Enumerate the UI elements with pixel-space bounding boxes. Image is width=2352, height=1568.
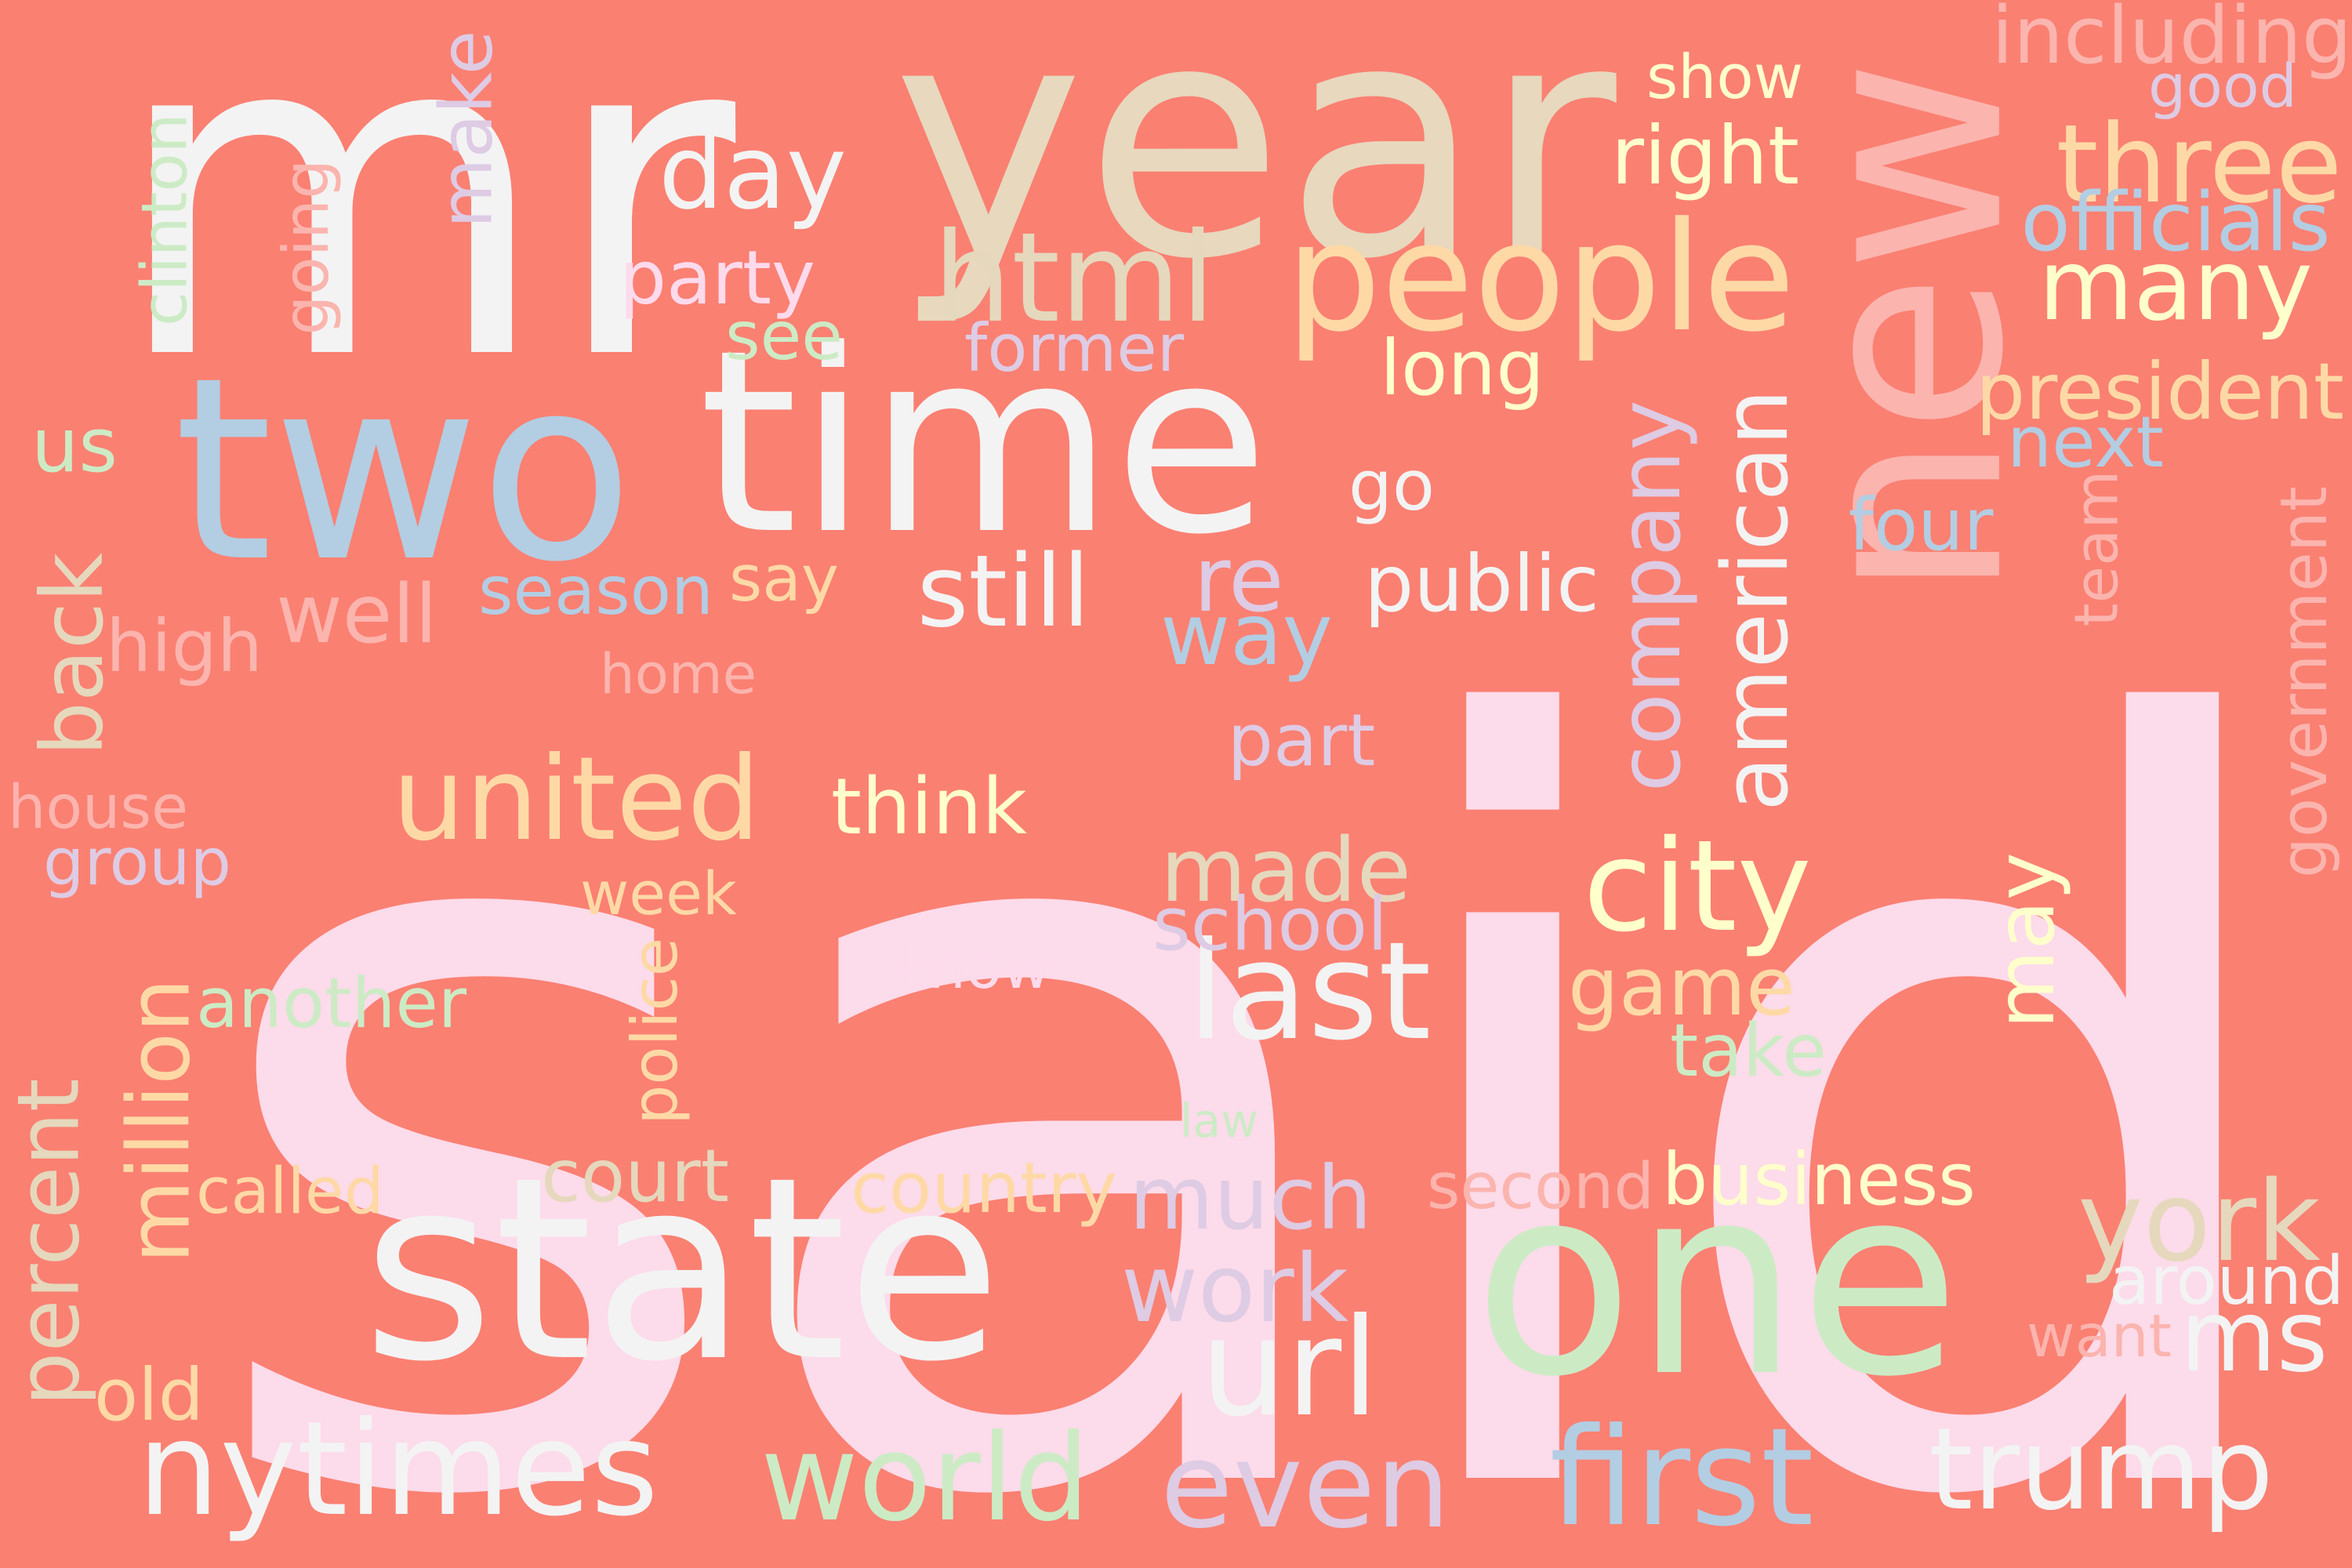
word-go: go: [1348, 445, 1435, 526]
word-part: part: [1227, 699, 1376, 782]
word-show: show: [1646, 42, 1803, 114]
word-former: former: [964, 310, 1184, 387]
word-make: make: [423, 30, 508, 229]
word-first: first: [1549, 1398, 1814, 1556]
word-high: high: [106, 604, 263, 689]
word-another: another: [196, 962, 466, 1044]
word-take: take: [1670, 1007, 1827, 1093]
word-party: party: [619, 234, 815, 321]
word-said: said: [196, 518, 2313, 1568]
word-see: see: [725, 297, 843, 376]
word-know: know: [894, 933, 1051, 1003]
word-four: four: [1848, 483, 1994, 567]
word-back: back: [22, 553, 122, 757]
word-house: house: [8, 771, 188, 842]
word-clinton: clinton: [127, 113, 201, 326]
word-season: season: [478, 553, 713, 631]
word-week: week: [580, 858, 737, 928]
word-well: well: [276, 568, 437, 662]
word-year: year: [892, 0, 1617, 331]
word-still: still: [916, 533, 1091, 649]
word-one: one: [1473, 1129, 1961, 1435]
word-team: team: [2061, 470, 2132, 627]
word-work: work: [1121, 1235, 1348, 1345]
word-court: court: [541, 1133, 729, 1218]
word-state: state: [362, 1123, 1002, 1417]
word-united: united: [392, 731, 760, 867]
word-url: url: [1200, 1288, 1380, 1446]
word-think: think: [831, 762, 1027, 853]
word-going: going: [268, 158, 343, 336]
word-including: including: [1991, 0, 2352, 82]
word-president: president: [1976, 346, 2344, 438]
word-trump: trump: [1929, 1403, 2274, 1536]
word-long: long: [1380, 324, 1544, 413]
word-many: many: [2038, 228, 2313, 343]
word-around: around: [2109, 1243, 2344, 1321]
word-law: law: [1180, 1094, 1258, 1148]
word-second: second: [1427, 1150, 1654, 1225]
word-even: even: [1160, 1416, 1450, 1555]
word-police: police: [617, 937, 691, 1125]
word-game: game: [1568, 940, 1795, 1034]
word-school: school: [1152, 882, 1388, 968]
word-york: york: [2078, 1158, 2321, 1287]
word-group: group: [43, 824, 231, 900]
word-next: next: [2007, 401, 2164, 484]
word-day: day: [659, 112, 847, 232]
word-way: way: [1160, 584, 1333, 684]
word-business: business: [1662, 1138, 1976, 1222]
word-us: us: [31, 403, 118, 490]
word-called: called: [196, 1154, 384, 1229]
word-officials: officials: [2020, 176, 2331, 270]
word-may: may: [1979, 852, 2074, 1029]
word-public: public: [1364, 538, 1599, 630]
word-three: three: [2056, 101, 2343, 227]
word-re: re: [1193, 527, 1284, 633]
word-mr: mr: [111, 0, 736, 459]
word-american: american: [1703, 388, 1809, 811]
word-government: government: [2267, 486, 2342, 878]
word-right: right: [1611, 109, 1799, 203]
word-percent: percent: [0, 1078, 99, 1407]
word-million: million: [108, 978, 209, 1264]
word-ms: ms: [2180, 1278, 2328, 1394]
word-old: old: [94, 1353, 204, 1438]
word-last: last: [1187, 912, 1432, 1070]
word-city: city: [1583, 812, 1812, 960]
word-company: company: [1599, 400, 1700, 792]
word-country: country: [851, 1146, 1117, 1229]
word-time: time: [699, 296, 1269, 590]
word-much: much: [1129, 1149, 1372, 1250]
word-home: home: [600, 641, 757, 706]
word-world: world: [760, 1407, 1090, 1548]
word-people: people: [1286, 191, 1795, 366]
word-made: made: [1160, 818, 1411, 922]
word-nytimes: nytimes: [137, 1393, 659, 1545]
word-good: good: [2148, 50, 2297, 121]
word-html: html: [933, 205, 1215, 350]
word-want: want: [2027, 1301, 2172, 1371]
word-two: two: [173, 323, 634, 617]
word-say: say: [729, 543, 839, 617]
